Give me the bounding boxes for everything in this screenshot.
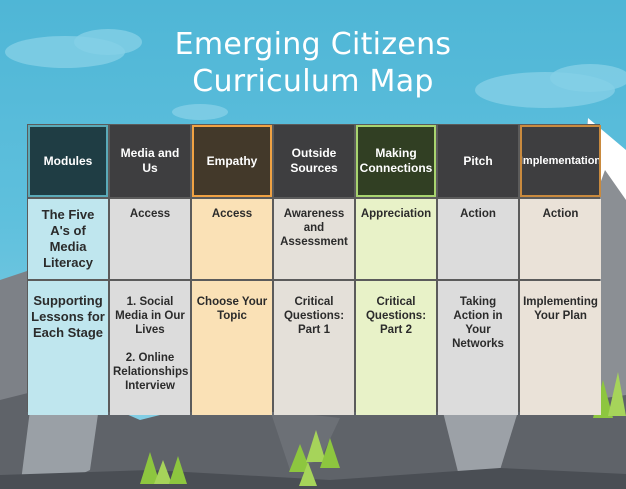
title-line-2: Curriculum Map bbox=[192, 64, 434, 99]
header-implementation: Implementation bbox=[520, 125, 601, 197]
lessons-label: Supporting Lessons for Each Stage bbox=[28, 281, 108, 415]
mountain-rock bbox=[440, 400, 520, 480]
five-as-empathy: Access bbox=[192, 199, 272, 279]
tree bbox=[169, 456, 187, 484]
tree bbox=[140, 452, 160, 484]
page-title: Emerging Citizens Curriculum Map bbox=[0, 26, 626, 100]
mountain-rock bbox=[20, 400, 100, 489]
header-media-and-us: Media and Us bbox=[110, 125, 190, 197]
tree bbox=[289, 444, 311, 472]
header-modules: Modules bbox=[28, 125, 108, 197]
tree bbox=[154, 460, 172, 484]
cloud bbox=[550, 64, 626, 92]
lessons-media-and-us: 1. Social Media in Our Lives 2. Online R… bbox=[110, 281, 190, 415]
header-pitch: Pitch bbox=[438, 125, 518, 197]
lessons-outside-sources: Critical Questions: Part 1 bbox=[274, 281, 354, 415]
lessons-pitch: Taking Action in Your Networks bbox=[438, 281, 518, 415]
tree bbox=[608, 372, 626, 416]
tree bbox=[306, 430, 326, 462]
tree bbox=[299, 462, 317, 486]
cloud bbox=[172, 104, 228, 120]
tree bbox=[320, 438, 340, 468]
cloud bbox=[74, 29, 142, 55]
lessons-making-connections: Critical Questions: Part 2 bbox=[356, 281, 436, 415]
header-making-connections: Making Connections bbox=[356, 125, 436, 197]
header-empathy: Empathy bbox=[192, 125, 272, 197]
lessons-empathy: Choose Your Topic bbox=[192, 281, 272, 415]
five-as-label: The Five A's of Media Literacy bbox=[28, 199, 108, 279]
curriculum-table: Modules Media and Us Empathy Outside Sou… bbox=[27, 124, 601, 415]
lessons-implementation: Implementing Your Plan bbox=[520, 281, 601, 415]
mountain-rock bbox=[270, 410, 340, 470]
five-as-media-and-us: Access bbox=[110, 199, 190, 279]
five-as-implementation: Action bbox=[520, 199, 601, 279]
five-as-pitch: Action bbox=[438, 199, 518, 279]
five-as-outside-sources: Awareness and Assessment bbox=[274, 199, 354, 279]
title-line-1: Emerging Citizens bbox=[174, 27, 452, 62]
five-as-making-connections: Appreciation bbox=[356, 199, 436, 279]
header-outside-sources: Outside Sources bbox=[274, 125, 354, 197]
